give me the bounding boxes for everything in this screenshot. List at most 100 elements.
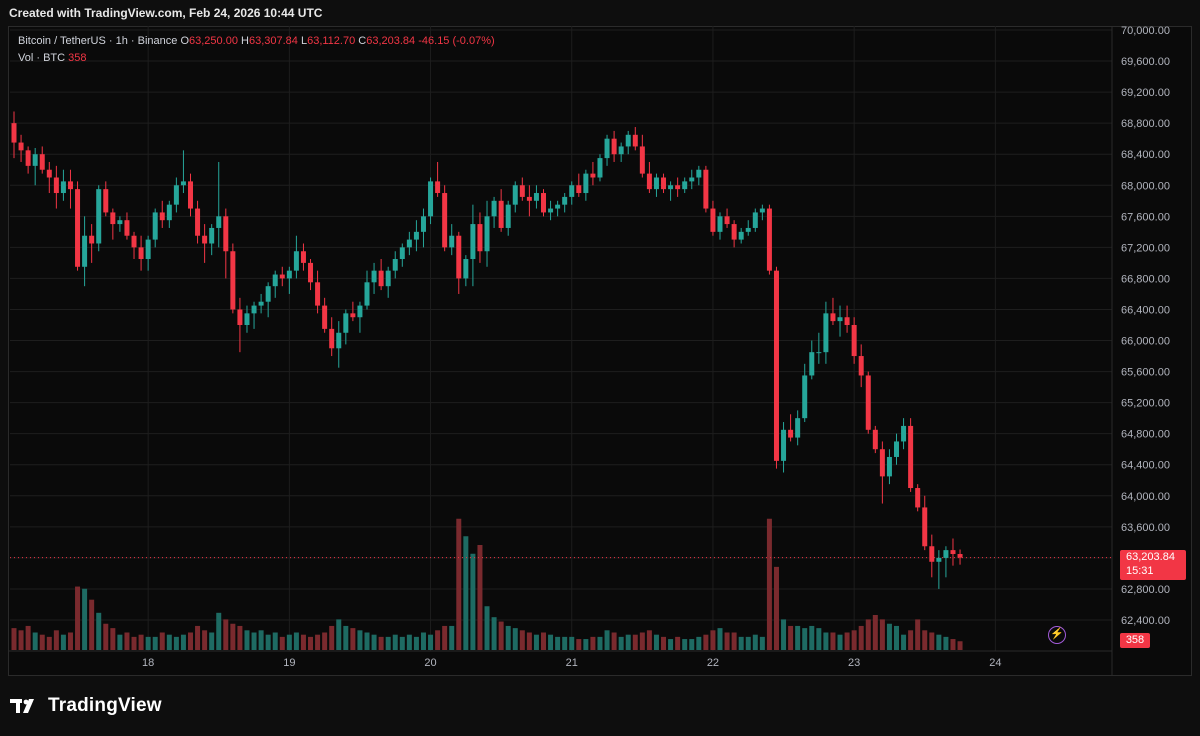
volume-bar [901,634,907,650]
volume-bar [675,636,681,650]
candle-body [802,375,808,419]
candle-body [675,185,681,190]
volume-bar [272,632,278,650]
candle-body [696,169,702,178]
created-with-header: Created with TradingView.com, Feb 24, 20… [9,6,323,20]
candle-body [604,138,610,159]
brand-name: TradingView [48,695,162,716]
candle-body [738,231,744,240]
candle-body [435,181,441,194]
y-tick-label: 68,800.00 [1121,118,1170,130]
candle-body [11,123,17,143]
candle-body [399,247,405,260]
candle-body [844,317,850,325]
candle-body [872,429,878,450]
tradingview-logo[interactable]: TradingView [10,695,162,717]
y-tick-label: 66,400.00 [1121,304,1170,316]
candle-body [731,224,737,240]
candle-body [886,456,892,477]
candle-body [541,193,546,213]
candle-body [378,270,384,287]
volume-bar [858,625,864,650]
candle-body [781,429,787,461]
candle-body [272,274,278,287]
y-tick-label: 64,800.00 [1121,429,1170,441]
volume-bar [795,625,801,650]
volume-tag: 358 [1120,633,1150,648]
volume-bar [929,632,935,650]
volume-bar [53,630,59,650]
volume-bar [936,634,942,650]
candle-body [456,235,462,279]
x-tick-label: 21 [566,657,578,669]
volume-bar [611,632,617,650]
volume-bar [830,632,836,650]
candlestick-chart[interactable]: 62,400.0062,800.0063,200.0063,600.0064,0… [8,26,1192,676]
candle-body [420,216,426,232]
candle-body [364,282,370,306]
volume-bar [32,632,38,650]
volume-bar [583,639,589,650]
candle-body [816,352,822,354]
candle-body [759,208,765,213]
candle-body [689,177,695,182]
candle-body [583,173,589,194]
volume-bar [237,625,243,650]
candle-body [131,235,137,248]
candle-body [336,332,342,349]
candle-body [53,177,59,194]
candle-body [293,251,299,271]
candle-body [653,177,659,190]
candle-body [202,235,208,244]
candle-body [576,185,582,194]
candle-body [703,169,709,209]
candle-body [922,507,928,547]
volume-bar [781,619,787,650]
volume-bar [604,630,610,650]
volume-bar [894,625,899,650]
volume-value: 358 [68,52,87,64]
volume-bar [350,628,356,650]
symbol-label[interactable]: Bitcoin / TetherUS · 1h · Binance [18,35,178,47]
volume-bar [371,634,377,650]
volume-bar [752,634,758,650]
candle-body [639,146,645,174]
volume-bar [46,636,52,650]
volume-bar [533,634,539,650]
candle-body [428,181,434,217]
y-tick-label: 64,000.00 [1121,491,1170,503]
y-tick-label: 69,200.00 [1121,87,1170,99]
volume-bar [470,553,476,650]
volume-bar [717,628,723,650]
candle-body [957,554,963,558]
volume-bar [188,632,193,650]
candle-body [484,216,490,252]
lightning-icon[interactable]: ⚡ [1048,626,1066,644]
candle-body [188,181,193,209]
candle-body [449,235,455,248]
candle-body [300,251,306,263]
volume-bar [668,639,674,650]
volume-bar [216,612,222,650]
candle-body [124,220,130,236]
candle-body [936,557,942,562]
candle-body [442,193,448,248]
candle-body [795,418,801,438]
volume-bar [223,619,229,650]
volume-bar [541,632,546,650]
candle-body [258,301,264,306]
candle-body [265,286,271,302]
volume-label[interactable]: Vol · BTC [18,52,66,64]
candle-body [837,317,843,322]
candle-body [555,204,561,209]
volume-bar [696,636,702,650]
volume-bar [731,632,737,650]
volume-bar [322,632,328,650]
volume-bar [209,632,215,650]
y-tick-label: 64,400.00 [1121,460,1170,472]
candle-body [470,224,476,260]
candle-body [745,227,751,232]
volume-bar [844,632,850,650]
candle-body [646,173,652,190]
candle-body [752,212,758,228]
